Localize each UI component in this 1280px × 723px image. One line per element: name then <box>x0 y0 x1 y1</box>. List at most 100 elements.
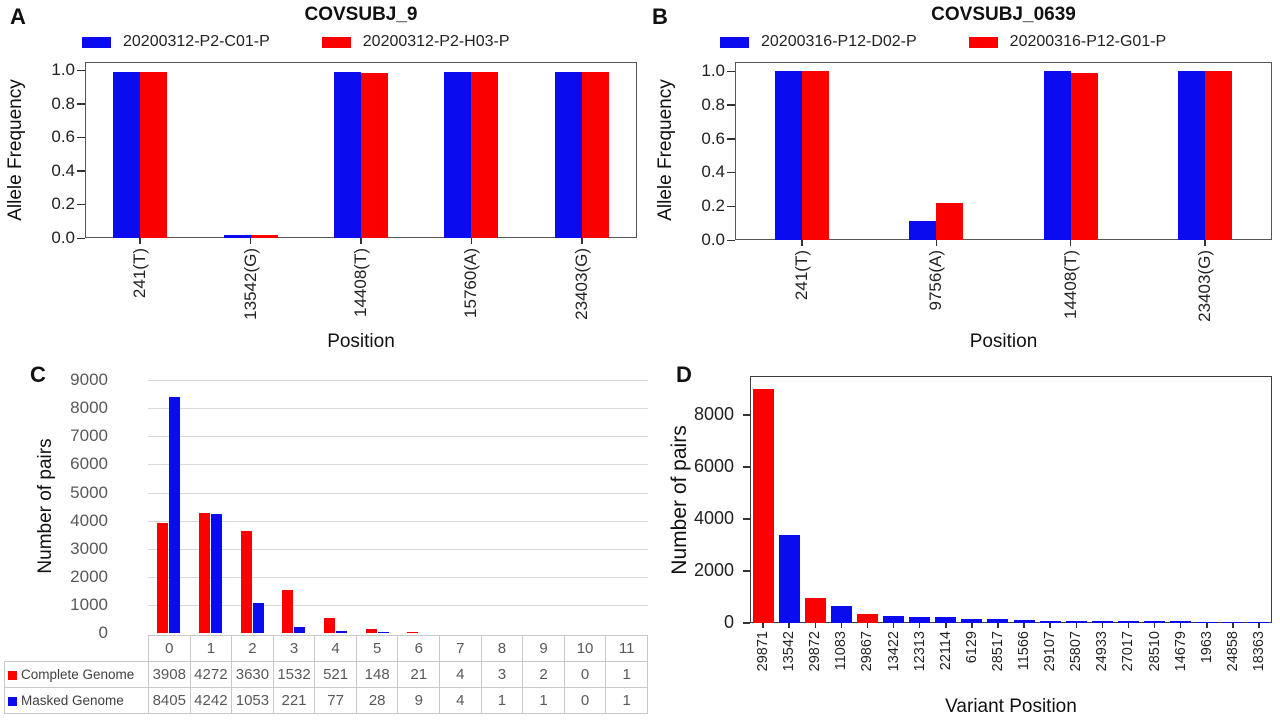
x-tick-mark <box>1179 623 1182 628</box>
bar-blue <box>169 396 181 633</box>
table-header-cell: 0 <box>148 635 191 662</box>
x-tick-label: 29872 <box>807 631 824 672</box>
x-tick-mark <box>249 238 252 244</box>
y-tick-label: 8000 <box>70 398 108 418</box>
grid-line <box>148 576 648 578</box>
y-tick-mark <box>743 518 750 520</box>
bar-blue <box>377 632 389 633</box>
x-tick-label: 11566 <box>1016 631 1033 671</box>
y-tick-label: 2000 <box>70 566 108 586</box>
y-tick-label: 0.4 <box>51 160 75 180</box>
y-tick-label: 0.6 <box>51 127 75 147</box>
panel-d-label: D <box>676 362 692 387</box>
x-tick-mark <box>1232 623 1234 628</box>
x-tick-label: 25807 <box>1068 631 1085 672</box>
x-tick-label: 13422 <box>885 631 902 672</box>
bar-red <box>856 614 878 623</box>
x-tick-label: 6129 <box>963 631 980 664</box>
table-value-cell: 1 <box>522 687 565 714</box>
x-tick-mark <box>1258 623 1260 628</box>
x-tick-label: 14679 <box>1172 631 1189 672</box>
x-tick-mark <box>788 623 790 628</box>
x-tick-label: 11083 <box>833 631 850 671</box>
x-tick-mark <box>997 623 999 628</box>
table-value-cell: 1 <box>480 687 524 714</box>
table-value-cell: 221 <box>272 687 316 714</box>
bar-red <box>471 71 499 238</box>
table-value-cell: 4242 <box>189 687 233 714</box>
table-header-cell: 8 <box>480 635 524 662</box>
bar-blue <box>1039 620 1061 623</box>
bar-blue <box>775 71 803 240</box>
series-swatch-blue <box>8 696 17 706</box>
bar-blue <box>1177 71 1205 240</box>
bar-red <box>250 234 278 238</box>
x-tick-label: 13542 <box>781 631 798 672</box>
bar-blue <box>909 221 937 240</box>
y-tick-label: 5000 <box>70 482 108 502</box>
legend-item: 20200312-P2-C01-P <box>82 33 270 51</box>
y-tick-mark <box>77 69 85 71</box>
bar-red <box>157 523 169 633</box>
grid-line <box>148 408 648 410</box>
x-tick-label: 241(T) <box>130 248 150 299</box>
y-tick-mark <box>743 570 750 572</box>
bar-blue <box>1170 621 1192 623</box>
table-series-label: Complete Genome <box>4 661 149 688</box>
x-tick-mark <box>1127 623 1130 628</box>
x-tick-label: 29867 <box>859 631 876 672</box>
x-tick-label: 12313 <box>911 631 928 672</box>
table-corner-cell <box>5 636 149 662</box>
panel-b-label: B <box>652 4 668 29</box>
panel-b-y-axis-title: Allele Frequency <box>655 79 676 221</box>
bar-blue <box>883 616 905 623</box>
table-value-cell: 148 <box>355 661 399 688</box>
y-tick-mark <box>727 171 735 174</box>
y-tick-mark <box>77 136 85 139</box>
panel-a-title: COVSUBJ_9 <box>304 4 418 25</box>
y-tick-mark <box>743 466 750 468</box>
bar-blue <box>252 603 264 633</box>
x-tick-mark <box>1069 240 1072 246</box>
table-header-cell: 3 <box>272 635 316 662</box>
table-value-cell: 77 <box>314 687 357 714</box>
bar-blue <box>830 605 852 623</box>
legend-swatch-blue <box>720 36 749 48</box>
x-tick-label: 29107 <box>1042 631 1059 672</box>
panel-d-x-axis-title: Variant Position <box>945 696 1077 717</box>
table-row: Complete Genome 3908 4272 3630 1532 521 148 21 4… <box>4 661 648 688</box>
bar-blue <box>294 626 306 633</box>
table-value-cell: 1532 <box>272 661 316 688</box>
bar-red <box>140 71 168 238</box>
bar-blue <box>1065 620 1087 623</box>
x-tick-label: 14408(T) <box>351 248 370 317</box>
x-tick-mark <box>139 238 141 244</box>
table-value-cell: 2 <box>522 661 565 688</box>
y-tick-label: 0.6 <box>701 128 725 148</box>
y-tick-label: 9000 <box>70 370 108 390</box>
y-tick-mark <box>77 203 85 206</box>
series-swatch-red <box>8 670 17 680</box>
x-tick-mark <box>1023 623 1025 628</box>
x-tick-label: 29871 <box>755 631 772 672</box>
legend-label: 20200312-P2-C01-P <box>123 33 270 50</box>
x-tick-label: 1963 <box>1198 631 1215 664</box>
y-tick-label: 0 <box>723 612 734 632</box>
table-value-cell: 28 <box>355 687 399 714</box>
data-table: 0 1 2 3 4 5 6 7 8 9 10 11 Complete Genome 3908 4272 363… <box>4 635 648 714</box>
y-tick-label: 1.0 <box>701 61 725 80</box>
bar-red <box>936 202 964 240</box>
table-value-cell: 9 <box>397 687 441 714</box>
bar-blue <box>909 616 931 623</box>
x-tick-label: 24858 <box>1224 631 1241 672</box>
grid-line <box>148 548 648 550</box>
x-tick-mark <box>945 623 947 628</box>
legend-swatch-red <box>321 36 351 48</box>
bar-blue <box>1222 621 1244 623</box>
table-value-cell: 1 <box>605 661 648 688</box>
x-tick-mark <box>801 240 803 246</box>
bar-red <box>240 530 252 633</box>
table-header-cell: 2 <box>231 635 274 662</box>
bar-blue <box>961 618 983 623</box>
panel-d: D Number of pairs Variant Position 0 2000… <box>660 358 1280 723</box>
